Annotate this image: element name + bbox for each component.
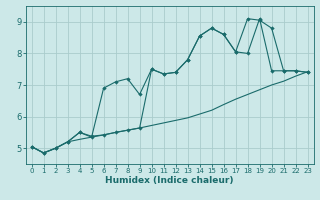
X-axis label: Humidex (Indice chaleur): Humidex (Indice chaleur) [105, 176, 234, 185]
